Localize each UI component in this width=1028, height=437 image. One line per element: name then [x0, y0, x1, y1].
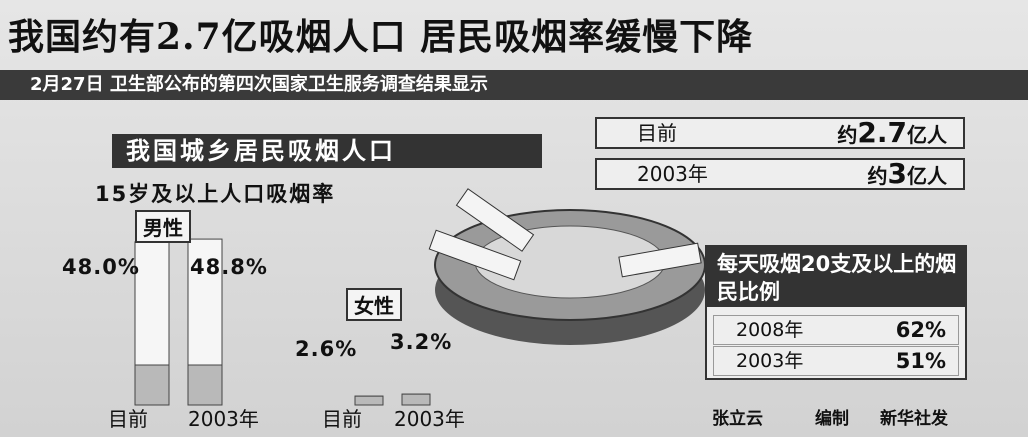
- cigarette-butt: [428, 229, 522, 281]
- population-row: 2003年 约3亿人: [595, 158, 965, 190]
- title: 我国约有2.7亿吸烟人口 居民吸烟率缓慢下降: [8, 16, 754, 58]
- cigarette-filter: [187, 364, 223, 406]
- number: 2.7: [857, 116, 907, 149]
- cigarette-filter: [134, 364, 170, 406]
- value-label: 3.2%: [390, 330, 453, 354]
- group-label: 女性: [346, 288, 402, 321]
- row-label: 2003年: [637, 162, 708, 186]
- value-label: 48.8%: [190, 255, 268, 279]
- category-label: 目前: [108, 407, 148, 431]
- value-label: 48.0%: [62, 255, 140, 279]
- daily-row: 2003年 51%: [713, 346, 959, 376]
- row-label: 2008年: [736, 319, 804, 341]
- row-value: 约3亿人: [868, 160, 947, 190]
- cigarette-butt: [618, 242, 702, 278]
- row-value: 51%: [895, 349, 946, 373]
- number: 3: [887, 157, 907, 190]
- value-label: 2.6%: [295, 337, 358, 361]
- cigarette-filter: [401, 393, 431, 406]
- row-value: 约2.7亿人: [837, 119, 947, 149]
- author: 张立云: [712, 409, 763, 429]
- row-label: 2003年: [736, 350, 804, 372]
- unit: 亿人: [907, 164, 947, 188]
- prefix: 约: [867, 164, 888, 188]
- row-value: 62%: [895, 318, 946, 342]
- daily-box: 每天吸烟20支及以上的烟民比例 2008年 62% 2003年 51%: [705, 245, 967, 380]
- section-title: 我国城乡居民吸烟人口: [112, 134, 542, 168]
- role: 编制: [815, 409, 849, 429]
- category-label: 2003年: [188, 407, 259, 431]
- category-label: 2003年: [394, 407, 465, 431]
- subtitle: 2月27日 卫生部公布的第四次国家卫生服务调查结果显示: [0, 70, 1028, 100]
- category-label: 目前: [322, 407, 362, 431]
- cigarette-filter: [354, 395, 384, 406]
- chart-title: 15岁及以上人口吸烟率: [95, 182, 336, 206]
- unit: 亿人: [907, 123, 947, 147]
- population-row: 目前 约2.7亿人: [595, 117, 965, 149]
- prefix: 约: [837, 123, 858, 147]
- box-title: 每天吸烟20支及以上的烟民比例: [707, 247, 965, 307]
- cigarette-butt: [455, 188, 535, 252]
- row-label: 目前: [637, 121, 677, 145]
- daily-row: 2008年 62%: [713, 315, 959, 345]
- group-label: 男性: [135, 210, 191, 243]
- agency: 新华社发: [880, 409, 948, 429]
